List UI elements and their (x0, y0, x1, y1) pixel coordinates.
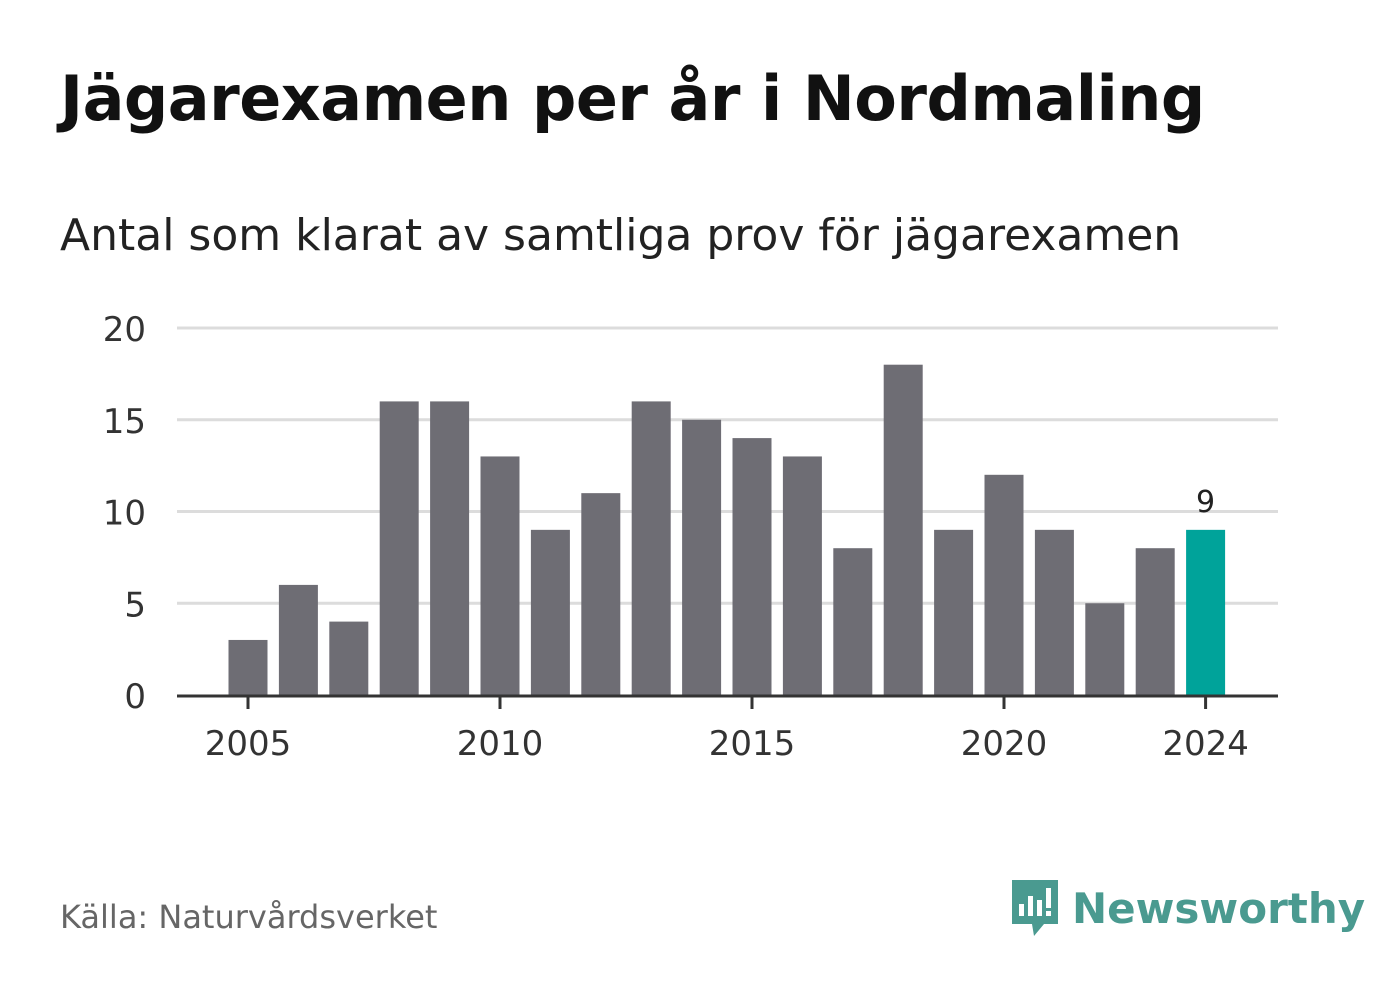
bar-2018 (883, 364, 923, 695)
y-tick-label: 5 (124, 585, 146, 625)
y-tick-label: 0 (124, 677, 146, 717)
x-tick-label: 2024 (1162, 724, 1249, 764)
y-tick-label: 20 (103, 310, 146, 350)
bars (228, 364, 1226, 695)
bar-2022 (1085, 603, 1125, 695)
bar-2019 (934, 529, 974, 695)
bar-2021 (1034, 529, 1074, 695)
brand-name: Newsworthy (1072, 883, 1366, 933)
x-tick-label: 2015 (709, 724, 796, 764)
bar-2009 (430, 401, 470, 695)
bar-2023 (1135, 548, 1175, 695)
bar-2020 (984, 474, 1024, 695)
bar-2007 (329, 621, 369, 695)
chart-subtitle: Antal som klarat av samtliga prov för jä… (60, 210, 1182, 261)
x-tick-label: 2010 (457, 724, 544, 764)
bar-2017 (833, 548, 873, 695)
bar-2015 (732, 438, 772, 695)
bar-2010 (480, 456, 520, 695)
bar-2012 (581, 493, 621, 695)
data-label-2024: 9 (1196, 485, 1215, 520)
bar-2016 (782, 456, 822, 695)
bar-2011 (530, 529, 570, 695)
newsworthy-logo-icon (1012, 880, 1058, 936)
y-tick-label: 15 (103, 402, 146, 442)
bar-2014 (682, 419, 722, 695)
brand-logo: Newsworthy (1010, 878, 1365, 938)
bar-2013 (631, 401, 671, 695)
chart-title: Jägarexamen per år i Nordmaling (60, 62, 1205, 135)
bar-2024 (1186, 529, 1226, 695)
y-tick-label: 10 (103, 494, 146, 534)
y-axis-ticks: 0 5 10 15 20 (103, 310, 146, 717)
bar-chart: 0 5 10 15 20 9 2005 2010 2015 2020 2024 (103, 310, 1278, 764)
x-tick-label: 2005 (205, 724, 292, 764)
x-tick-label: 2020 (961, 724, 1048, 764)
grid-lines (177, 326, 1278, 605)
bar-2005 (228, 639, 268, 695)
data-labels: 9 (1196, 485, 1215, 520)
bar-2008 (379, 401, 419, 695)
bar-2006 (278, 584, 318, 695)
x-axis-ticks: 2005 2010 2015 2020 2024 (205, 697, 1249, 764)
source-note: Källa: Naturvårdsverket (60, 898, 438, 936)
